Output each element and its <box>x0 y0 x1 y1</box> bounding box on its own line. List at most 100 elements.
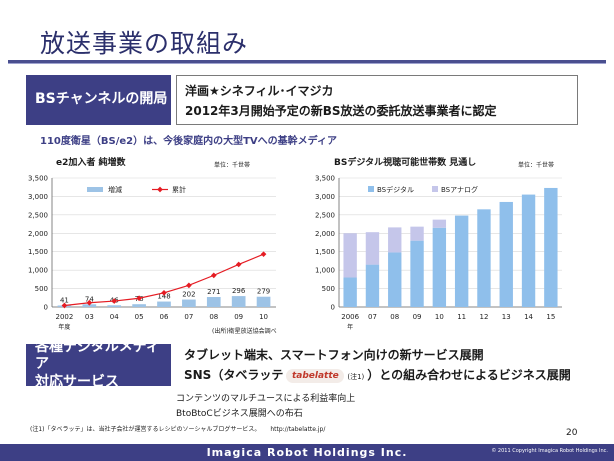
chart2-x-tick: 15 <box>546 313 555 321</box>
chart1-data-label: 41 <box>60 296 69 304</box>
chart1-y-tick: 3,000 <box>28 193 48 201</box>
chart1-y-tick: 0 <box>44 304 48 312</box>
chart2-legend-label-digital: BSデジタル <box>377 185 414 194</box>
footnote: (注1)「タベラッテ」は、当社子会社が運営するレシピのソーシャルブログサービス。… <box>30 424 325 433</box>
chart1-x-tick: 07 <box>184 313 193 321</box>
chart2-y-tick: 0 <box>331 304 335 312</box>
chart1-legend-marker <box>157 186 163 193</box>
chart1-x-tick: 08 <box>209 313 218 321</box>
chart1-x-unit: 年度 <box>58 323 70 331</box>
chart1-line-marker <box>136 295 142 302</box>
chart2-bar-analog <box>432 219 447 228</box>
digital-benefits: コンテンツのマルチユースによる利益率向上 BtoBtoCビジネス展開への布石 <box>176 392 355 422</box>
chart2-title: BSデジタル視聴可能世帯数 見通し <box>334 158 477 168</box>
chart1-line-marker <box>235 261 242 268</box>
chart1-y-tick: 1,500 <box>28 248 48 256</box>
chart1-bar <box>132 304 146 307</box>
chart1-data-label: 148 <box>157 293 170 301</box>
slide-title: 放送事業の取組み <box>40 29 249 58</box>
chart1-bar <box>206 297 221 307</box>
bs-channel-label: BSチャンネルの開局 <box>26 75 171 125</box>
chart1-data-label: 202 <box>182 291 195 299</box>
chart1-legend-label-line: 累計 <box>172 185 186 194</box>
digital-media-label-line-2: 対応サービス <box>35 373 119 390</box>
footer-company: Imagica Robot Holdings Inc. <box>206 446 408 459</box>
chart2-bar-digital <box>544 187 558 307</box>
bs-channel-box: 洋画★シネフィル･イマジカ 2012年3月開始予定の新BS放送の委託放送事業者に… <box>176 75 578 125</box>
digital-media-line-2: SNS（タベラッテ tabelatte (注1) ）との組み合わせによるビジネス展開 <box>184 365 586 387</box>
digital-media-line-1: タブレット端末、スマートフォン向けの新サービス展開 <box>184 348 484 362</box>
chart1-x-tick: 06 <box>160 313 169 321</box>
digital-media-label: 各種デジタルメディア 対応サービス <box>26 339 171 390</box>
chart2-bar-analog <box>410 226 424 241</box>
chart2-bar-digital <box>365 264 380 307</box>
chart2-bar-digital <box>432 227 447 307</box>
chart1-line-marker <box>210 272 217 279</box>
chart2-bar-analog <box>365 232 380 265</box>
chart1-line-marker <box>260 251 267 258</box>
chart2-bar-digital <box>343 277 357 307</box>
chart2-y-tick: 2,000 <box>315 230 335 238</box>
chart1-y-tick: 500 <box>35 285 48 293</box>
chart2-y-tick: 2,500 <box>315 211 335 219</box>
chart1-bar <box>157 301 171 307</box>
chart1-data-label: 74 <box>85 295 94 303</box>
title-divider <box>8 60 606 64</box>
chart2-y-tick: 500 <box>322 285 335 293</box>
chart2-x-tick: 12 <box>479 313 488 321</box>
chart2-bar-digital <box>521 194 536 307</box>
chart2-y-tick: 3,500 <box>315 175 335 183</box>
digital-media-box: タブレット端末、スマートフォン向けの新サービス展開 SNS（タベラッテ tabel… <box>176 342 594 388</box>
tabelatte-note: (注1) <box>347 373 365 381</box>
chart1-unit: 単位：千世帯 <box>214 162 251 169</box>
chart1-y-tick: 1,000 <box>28 267 48 275</box>
chart1-line-marker <box>111 298 118 304</box>
chart1-y-tick: 2,500 <box>28 211 48 219</box>
chart2-legend-swatch-analog <box>432 186 438 192</box>
sns-suffix: ）との組み合わせによるビジネス展開 <box>367 368 571 382</box>
benefit-multiuse: コンテンツのマルチユースによる利益率向上 <box>176 394 356 404</box>
chart2-unit: 単位：千世帯 <box>518 162 555 169</box>
chart2-y-tick: 3,000 <box>315 193 335 201</box>
chart1-x-tick: 05 <box>135 313 144 321</box>
chart1-bar <box>182 299 196 307</box>
chart1-bar <box>82 304 97 307</box>
chart1-data-label: 296 <box>232 287 246 295</box>
chart2-x-unit: 年 <box>347 323 353 331</box>
chart1-line-marker <box>161 289 167 296</box>
benefit-btobtoc: BtoBtoCビジネス展開への布石 <box>176 409 303 419</box>
chart1-legend-label-bar: 増減 <box>108 185 122 194</box>
chart2-legend-label-analog: BSアナログ <box>441 185 478 194</box>
chart2-bar-digital <box>410 240 424 307</box>
chart2-x-tick: 13 <box>502 313 511 321</box>
tabelatte-logo: tabelatte <box>286 368 345 383</box>
chart1-x-tick: 04 <box>110 313 119 321</box>
bs-channel-line-1: 洋画★シネフィル･イマジカ <box>185 84 334 98</box>
chart1-x-tick: 2002 <box>56 313 74 321</box>
chart2-bar-digital <box>477 209 491 307</box>
chart2-x-tick: 10 <box>435 313 444 321</box>
footnote-text: (注1)「タベラッテ」は、当社子会社が運営するレシピのソーシャルブログサービス。 <box>30 426 261 433</box>
chart2-bar-analog <box>388 227 402 253</box>
chart1-bar <box>107 305 122 307</box>
footer-bar <box>0 444 614 461</box>
chart1-line-marker <box>186 282 192 289</box>
chart1-y-tick: 3,500 <box>28 175 48 183</box>
page-number: 20 <box>566 428 578 438</box>
chart1-x-tick: 09 <box>234 313 243 321</box>
chart1-source: (出所)衛星放送協会調べ <box>212 328 277 335</box>
chart2-x-tick: 11 <box>457 313 466 321</box>
chart1-x-tick: 10 <box>259 313 268 321</box>
chart2-x-tick: 08 <box>390 313 399 321</box>
chart1-y-tick: 2,000 <box>28 230 48 238</box>
chart2-bar-digital <box>454 215 469 307</box>
sns-prefix: SNS（タベラッテ <box>184 368 284 382</box>
chart2-y-tick: 1,500 <box>315 248 335 256</box>
chart1-bar <box>231 296 246 307</box>
chart2-bar-digital <box>499 201 513 307</box>
digital-media-label-line-1: 各種デジタルメディア <box>35 338 160 373</box>
chart2-x-tick: 09 <box>413 313 422 321</box>
footnote-url: http://tabelatte.jp/ <box>270 426 326 433</box>
